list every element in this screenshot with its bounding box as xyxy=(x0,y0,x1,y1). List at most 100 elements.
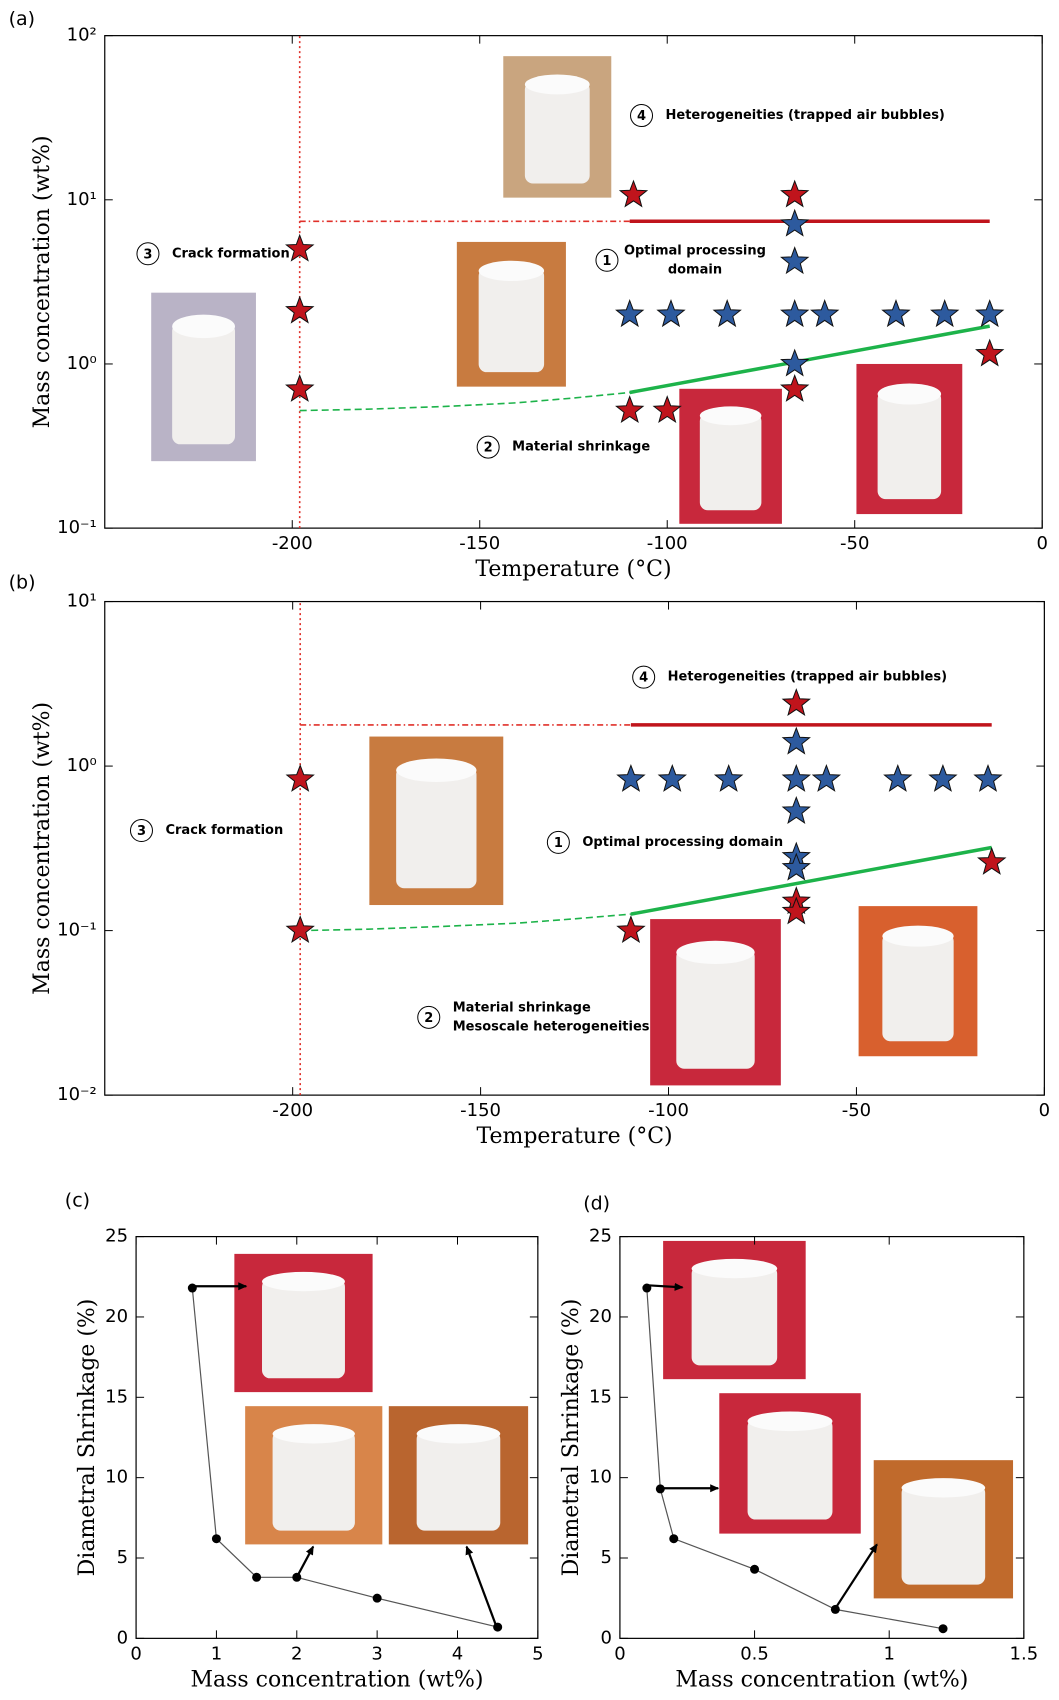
annotation-circle xyxy=(136,242,160,266)
x-tick-label: 0.5 xyxy=(740,1643,769,1664)
sample-body xyxy=(396,766,477,889)
star-marker xyxy=(285,763,315,792)
y-axis-label: Mass concentration (wt%) xyxy=(30,702,55,995)
sample-top xyxy=(478,260,545,281)
sample-top xyxy=(172,314,236,339)
sample-body xyxy=(272,1431,355,1531)
annotation-number: 3 xyxy=(137,824,146,839)
x-tick-label: 3 xyxy=(371,1643,382,1664)
star-marker xyxy=(810,299,840,328)
x-tick-label: -100 xyxy=(648,1100,689,1121)
y-tick-label: 10⁻¹ xyxy=(57,517,97,538)
x-tick-label: 0 xyxy=(614,1643,625,1664)
x-axis-label: Temperature (°C) xyxy=(476,1124,672,1149)
y-tick-label: 10⁻¹ xyxy=(57,920,97,941)
y-tick-label: 10 xyxy=(105,1467,128,1488)
point-marker xyxy=(750,1564,760,1574)
annotation-circle xyxy=(417,1005,441,1029)
sample-top xyxy=(396,758,477,783)
x-axis-label: Temperature (°C) xyxy=(475,557,671,582)
star-marker xyxy=(781,726,811,755)
sample-photo xyxy=(151,292,256,462)
annotation-number: 3 xyxy=(143,247,152,262)
y-tick-label: 10⁰ xyxy=(67,353,97,374)
panel-label: (c) xyxy=(65,1189,90,1211)
sample-top xyxy=(882,925,954,947)
star-marker xyxy=(781,763,811,792)
star-marker xyxy=(780,373,810,402)
y-axis-label: Diametral Shrinkage (%) xyxy=(559,1299,584,1577)
y-tick-label: 20 xyxy=(105,1306,128,1327)
x-tick-label: 1 xyxy=(883,1643,894,1664)
annotation-text: Crack formation xyxy=(172,246,290,261)
panel-label: (a) xyxy=(9,8,35,30)
annotation-text: Mesoscale heterogeneities xyxy=(453,1019,650,1034)
y-tick-label: 10⁰ xyxy=(67,755,97,776)
sample-photo xyxy=(245,1406,383,1545)
sample-body xyxy=(478,267,545,373)
sample-photo xyxy=(663,1240,806,1380)
arrow xyxy=(465,1545,498,1628)
sample-photo xyxy=(719,1393,861,1534)
x-tick-label: 5 xyxy=(532,1643,543,1664)
star-marker xyxy=(285,373,315,402)
annotation-circle xyxy=(129,819,153,843)
star-marker xyxy=(883,763,913,792)
annotation-text: Material shrinkage xyxy=(453,1000,591,1015)
star-marker xyxy=(811,763,842,792)
sample-top xyxy=(699,406,762,426)
x-tick-label: 0 xyxy=(130,1643,141,1664)
x-tick-label: 0 xyxy=(1039,1100,1050,1121)
series-line xyxy=(646,1287,944,1630)
x-tick-label: 1.5 xyxy=(1010,1643,1039,1664)
y-axis-label: Mass concentration (wt%) xyxy=(30,135,55,428)
star-marker xyxy=(285,233,315,262)
sample-body xyxy=(877,390,942,500)
x-tick-label: -50 xyxy=(842,1100,871,1121)
plot-frame xyxy=(104,600,1045,1096)
series-line xyxy=(630,845,993,916)
sample-top xyxy=(524,74,590,95)
annotation-circle xyxy=(595,248,619,272)
annotation-text: Heterogeneities (trapped air bubbles) xyxy=(668,670,947,685)
star-marker xyxy=(881,299,911,328)
plot-frame xyxy=(135,1235,539,1639)
x-axis-label: Mass concentration (wt%) xyxy=(190,1667,483,1692)
star-marker xyxy=(616,915,646,944)
point-marker xyxy=(252,1572,262,1582)
arrow xyxy=(645,1282,684,1291)
star-marker xyxy=(285,295,315,324)
sample-top xyxy=(901,1478,986,1498)
annotation-text: Optimal processing xyxy=(624,243,766,258)
sample-photo xyxy=(858,906,978,1057)
star-marker xyxy=(975,338,1005,367)
star-marker xyxy=(977,846,1007,875)
sample-body xyxy=(691,1265,778,1366)
x-tick-label: 1 xyxy=(211,1643,222,1664)
star-marker xyxy=(973,763,1003,792)
annotation-number: 1 xyxy=(554,836,563,851)
star-marker xyxy=(652,395,682,424)
sample-body xyxy=(416,1431,501,1531)
star-marker xyxy=(930,299,960,328)
x-tick-label: 4 xyxy=(452,1643,463,1664)
sample-photo xyxy=(679,388,782,524)
annotation-text: Crack formation xyxy=(165,823,283,838)
y-tick-label: 10⁻² xyxy=(57,1084,97,1105)
sample-photo xyxy=(456,241,566,387)
y-tick-label: 10¹ xyxy=(67,591,97,612)
sample-top xyxy=(262,1271,345,1292)
star-marker xyxy=(615,395,645,424)
sample-top xyxy=(747,1411,833,1432)
star-marker xyxy=(781,852,811,881)
sample-body xyxy=(747,1418,833,1520)
annotation-text: Optimal processing domain xyxy=(582,835,783,850)
star-marker xyxy=(712,299,742,328)
series-line xyxy=(191,1287,498,1628)
y-tick-label: 25 xyxy=(105,1226,128,1247)
annotation-circle xyxy=(630,104,654,128)
x-tick-label: -200 xyxy=(272,1100,313,1121)
star-marker xyxy=(780,208,810,237)
star-marker xyxy=(618,179,649,208)
